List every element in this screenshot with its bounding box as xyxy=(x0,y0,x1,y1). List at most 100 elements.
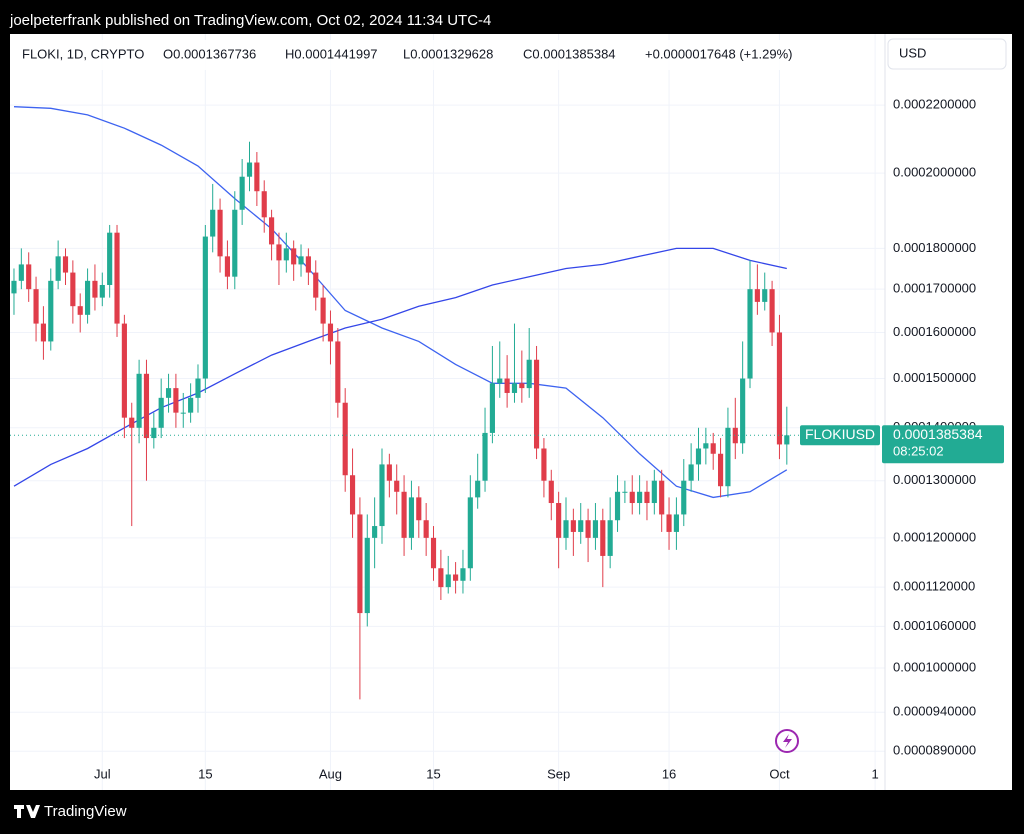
candle-body xyxy=(276,244,282,261)
brand: TradingView xyxy=(44,803,127,820)
header-bg xyxy=(10,40,840,70)
candle-body xyxy=(173,388,179,413)
y-tick-label: 0.0002000000 xyxy=(893,165,976,180)
candle-body xyxy=(143,373,150,439)
y-tick-label: 0.0000940000 xyxy=(893,704,976,719)
candle-body xyxy=(614,491,621,521)
candle-body xyxy=(475,480,481,498)
candle-body xyxy=(55,256,61,281)
candle-body xyxy=(48,280,54,342)
candle-body xyxy=(460,568,466,581)
high-value: H0.0001441997 xyxy=(285,46,378,61)
byline: joelpeterfrank published on TradingView.… xyxy=(9,12,491,29)
candle-body xyxy=(349,475,356,515)
candle-body xyxy=(62,256,69,273)
open-value: O0.0001367736 xyxy=(163,46,256,61)
candle-body xyxy=(291,248,297,265)
candle-body xyxy=(158,397,164,428)
candle-body xyxy=(600,520,606,556)
countdown-label: 08:25:02 xyxy=(893,444,944,459)
candle-body xyxy=(747,289,753,379)
candle-body xyxy=(386,464,392,481)
candle-body xyxy=(136,373,142,428)
y-tick-label: 0.0001700000 xyxy=(893,281,976,296)
candle-body xyxy=(26,264,32,290)
ticker-tag-label: FLOKIUSD xyxy=(805,426,875,442)
candle-body xyxy=(710,443,716,454)
candle-body xyxy=(497,378,503,384)
candle-body xyxy=(210,209,216,237)
candle-body xyxy=(342,402,348,476)
candle-body xyxy=(666,514,672,532)
candle-body xyxy=(445,574,451,588)
candle-body xyxy=(298,256,304,265)
candle-body xyxy=(33,289,39,324)
y-tick-label: 0.0001800000 xyxy=(893,240,976,255)
candle-body xyxy=(335,341,341,403)
candle-body xyxy=(202,236,208,379)
candle-body xyxy=(629,491,635,504)
candle-body xyxy=(607,520,613,556)
candle-body xyxy=(688,464,694,481)
x-tick-label: 16 xyxy=(662,766,676,781)
candle-body xyxy=(224,256,231,277)
y-tick-label: 0.0001300000 xyxy=(893,472,976,487)
x-tick-label: Oct xyxy=(769,766,790,781)
x-tick-label: 1 xyxy=(872,766,879,781)
x-tick-label: 15 xyxy=(426,766,440,781)
candle-body xyxy=(313,272,319,298)
y-tick-label: 0.0000890000 xyxy=(893,743,976,758)
candle-body xyxy=(180,412,186,414)
candle-body xyxy=(107,232,113,285)
x-tick-label: Sep xyxy=(547,766,570,781)
candle-body xyxy=(717,453,724,487)
candle-body xyxy=(769,289,775,333)
candle-body xyxy=(408,497,415,538)
candle-body xyxy=(327,323,334,342)
y-tick-label: 0.0001000000 xyxy=(893,659,976,674)
candle-body xyxy=(232,209,238,277)
candle-body xyxy=(430,537,437,569)
currency: USD xyxy=(899,45,926,60)
candle-body xyxy=(740,378,746,444)
candle-body xyxy=(99,284,105,298)
candle-body xyxy=(217,209,223,257)
candle-body xyxy=(239,176,245,210)
candle-body xyxy=(533,359,540,449)
candle-body xyxy=(438,568,444,588)
candle-body xyxy=(548,480,554,504)
moving-average xyxy=(13,106,788,499)
candle-body xyxy=(269,217,275,245)
candle-body xyxy=(254,162,260,192)
candle-body xyxy=(673,514,679,532)
candle-body xyxy=(556,503,562,538)
candle-body xyxy=(681,480,687,515)
candle-body xyxy=(467,497,473,569)
candle-body xyxy=(283,248,289,261)
candle-body xyxy=(592,520,599,538)
price-tag xyxy=(882,425,1004,464)
candle-body xyxy=(305,256,311,273)
candle-body xyxy=(261,191,267,218)
candle-body xyxy=(372,526,378,538)
candle-body xyxy=(732,427,738,444)
candle-body xyxy=(246,162,253,177)
candle-body xyxy=(18,264,24,281)
y-tick-label: 0.0002200000 xyxy=(893,97,976,112)
y-tick-label: 0.0001200000 xyxy=(893,529,976,544)
candle-body xyxy=(11,280,17,294)
candle-body xyxy=(637,491,643,504)
event-bolt xyxy=(783,734,792,748)
y-tick-label: 0.0001600000 xyxy=(893,324,976,339)
candle-body xyxy=(129,417,135,428)
candle-body xyxy=(416,497,422,521)
candle-body xyxy=(659,480,665,515)
currency-button[interactable] xyxy=(887,38,1007,70)
candle-body xyxy=(754,289,760,302)
candle-body xyxy=(40,323,46,342)
candle-body xyxy=(85,280,91,315)
moving-average xyxy=(13,247,787,487)
candle-body xyxy=(77,306,83,315)
candle-body xyxy=(364,537,370,614)
